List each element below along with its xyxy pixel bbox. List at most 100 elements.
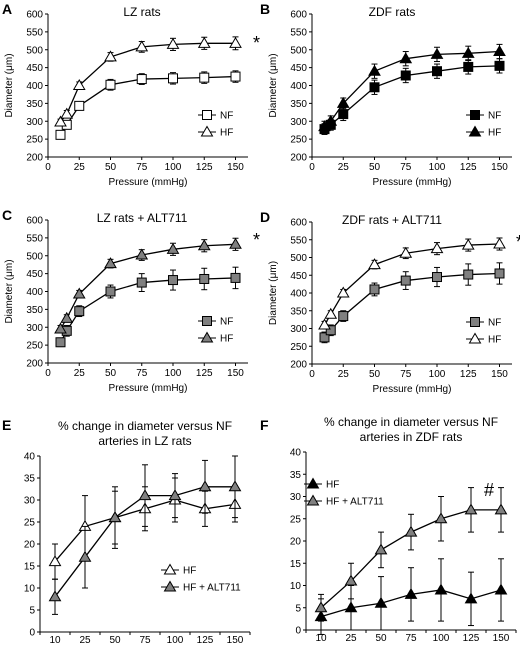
- data-point: [136, 277, 147, 288]
- data-point: [104, 50, 117, 62]
- legend-label: HF: [183, 566, 196, 577]
- data-point: [314, 601, 328, 613]
- chart-panel-e: 0 5 10 15 20 25 30 35 40 10 25 50 75 100 125 150 E % chan…: [2, 417, 251, 645]
- series-hf: [318, 237, 506, 330]
- y-tick-label: 300: [290, 117, 307, 128]
- legend-label: HF: [220, 334, 233, 345]
- data-point: [400, 70, 411, 81]
- series-hf: [314, 558, 508, 635]
- x-tick-label: 100: [165, 162, 182, 173]
- data-point: [166, 37, 180, 49]
- x-tick-label: 25: [338, 162, 350, 173]
- x-tick-label: 125: [197, 635, 214, 645]
- y-tick-label: 40: [290, 448, 302, 459]
- legend-label: NF: [220, 317, 233, 328]
- data-point: [324, 307, 338, 319]
- chart-title: ZDF rats: [369, 5, 416, 19]
- y-axis-label: Diameter (μm): [268, 261, 279, 325]
- legend-marker: [200, 125, 214, 137]
- y-tick-label: 10: [290, 581, 302, 592]
- data-point: [404, 525, 418, 537]
- legend-label: HF + ALT711: [183, 583, 241, 594]
- series-line: [324, 50, 500, 128]
- panel-label: B: [260, 1, 270, 17]
- data-point: [229, 36, 242, 48]
- data-point: [168, 275, 178, 286]
- panel-label: C: [2, 207, 12, 223]
- x-tick-label: 0: [45, 368, 51, 379]
- x-tick-label: 125: [463, 633, 480, 644]
- y-tick-label: 200: [290, 360, 307, 371]
- y-tick-label: 35: [24, 474, 36, 485]
- legend-marker: [470, 110, 480, 120]
- data-point: [434, 512, 448, 524]
- data-point: [432, 66, 442, 77]
- y-tick-label: 0: [295, 626, 301, 637]
- x-tick-label: 125: [196, 162, 213, 173]
- y-tick-label: 550: [290, 27, 307, 38]
- y-tick-label: 400: [26, 81, 43, 92]
- legend-marker: [306, 494, 320, 506]
- legend-label: HF: [488, 335, 501, 346]
- y-tick-label: 250: [290, 135, 307, 146]
- x-tick-label: 125: [460, 162, 477, 173]
- y-tick-label: 200: [26, 359, 43, 370]
- data-point: [135, 40, 149, 52]
- legend: NF HF: [466, 317, 501, 346]
- x-tick-label: 0: [309, 162, 315, 173]
- series-hf: [54, 36, 242, 127]
- data-point: [494, 503, 508, 515]
- legend-label: NF: [488, 318, 501, 329]
- y-tick-label: 350: [26, 99, 43, 110]
- x-tick-label: 25: [74, 368, 86, 379]
- y-tick-label: 250: [26, 341, 43, 352]
- chart-title-line: arteries in ZDF rats: [360, 430, 463, 444]
- panel-label: E: [2, 417, 11, 433]
- x-tick-label: 75: [136, 162, 148, 173]
- y-tick-label: 250: [26, 135, 43, 146]
- y-tick-label: 400: [290, 289, 307, 300]
- series-hf-alt711: [48, 455, 242, 615]
- significance-marker: #: [484, 480, 494, 500]
- data-point: [135, 248, 149, 260]
- x-tick-label: 100: [167, 635, 184, 645]
- y-tick-label: 450: [26, 63, 43, 74]
- x-tick-label: 10: [49, 635, 61, 645]
- y-axis-label: Diameter (μm): [4, 53, 15, 117]
- data-point: [72, 79, 86, 90]
- y-tick-label: 350: [26, 305, 43, 316]
- data-point: [368, 258, 381, 270]
- y-tick-label: 20: [24, 540, 36, 551]
- y-tick-label: 10: [24, 584, 36, 595]
- data-point: [54, 115, 67, 127]
- x-axis-label: Pressure (mmHg): [373, 384, 452, 395]
- data-point: [105, 79, 116, 90]
- x-tick-label: 75: [136, 368, 148, 379]
- legend-label: NF: [488, 111, 501, 122]
- data-point: [105, 286, 116, 297]
- legend-label: HF: [326, 480, 339, 491]
- x-tick-label: 75: [139, 635, 151, 645]
- chart-panel-a: 200 250 300 350 400 450 500 550 600 0 25 50 75 100 125…: [2, 1, 260, 188]
- data-point: [324, 114, 338, 126]
- data-point: [368, 64, 381, 76]
- x-tick-label: 125: [460, 369, 477, 380]
- legend-marker: [202, 316, 212, 326]
- y-axis-label: Diameter (μm): [4, 259, 15, 323]
- legend-label: NF: [220, 111, 233, 122]
- y-tick-label: 600: [290, 218, 307, 229]
- data-point: [494, 268, 505, 279]
- y-axis-label: Diameter (μm): [268, 53, 279, 117]
- y-tick-label: 300: [26, 323, 43, 334]
- data-point: [48, 590, 62, 602]
- data-point: [463, 269, 474, 280]
- x-tick-label: 75: [405, 633, 417, 644]
- x-tick-label: 0: [45, 162, 51, 173]
- data-point: [166, 242, 180, 254]
- y-tick-label: 30: [24, 496, 36, 507]
- x-tick-label: 50: [105, 162, 117, 173]
- data-point: [374, 543, 388, 555]
- chart-panel-c: 200 250 300 350 400 450 500 550 600 0 25 50 75 100 125…: [2, 207, 260, 394]
- x-tick-label: 50: [369, 369, 381, 380]
